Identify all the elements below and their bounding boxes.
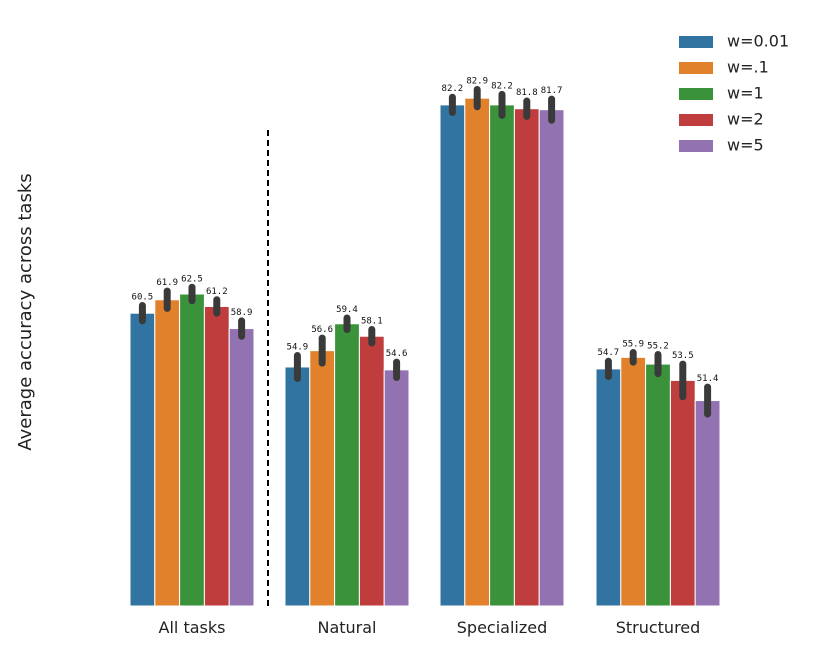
bar-all-tasks-w-0-01	[129, 312, 156, 607]
data-label: 58.9	[231, 308, 253, 318]
data-label: 53.5	[672, 351, 694, 361]
data-label: 55.9	[622, 340, 644, 350]
bar-specialized-w-5	[538, 109, 565, 607]
bar-specialized-w-1	[489, 104, 515, 607]
bar-all-tasks-w-1	[179, 293, 205, 607]
data-labels-layer: 60.561.9 62.561.2 58.9 54.956.659.458.1 54.6…	[132, 77, 719, 385]
bar-structured-w-1	[620, 356, 647, 607]
data-label: 82.2	[442, 84, 464, 94]
data-label: 58.1	[361, 317, 383, 327]
bar-structured-w-5	[694, 400, 721, 607]
bar-all-tasks-w-1	[154, 299, 181, 607]
legend-label: w=.1	[727, 58, 769, 77]
x-tick-labels: All tasks Natural Specialized Structured	[159, 618, 701, 637]
legend: w=0.01 w=.1 w=1 w=2 w=5	[679, 32, 789, 155]
bar-natural-w-5	[383, 369, 410, 607]
legend-swatch	[679, 62, 713, 74]
data-label: 59.4	[336, 305, 358, 315]
legend-swatch	[679, 140, 713, 152]
data-label: 54.9	[287, 342, 309, 352]
legend-label: w=2	[727, 110, 764, 129]
legend-label: w=0.01	[727, 32, 789, 51]
data-label: 61.9	[156, 278, 178, 288]
data-label: 54.7	[598, 348, 620, 358]
bar-specialized-w-0-01	[439, 104, 466, 607]
data-label: 60.5	[132, 293, 154, 303]
bar-structured-w-2	[669, 379, 696, 607]
data-label: 82.9	[466, 77, 488, 87]
bar-natural-w-0-01	[284, 366, 311, 607]
data-label: 54.6	[386, 349, 408, 359]
bar-structured-w-1	[645, 363, 671, 607]
data-label: 81.8	[516, 88, 538, 98]
y-axis-label: Average accuracy across tasks	[15, 173, 36, 450]
x-tick-label: Structured	[616, 618, 701, 637]
x-tick-label: All tasks	[159, 618, 226, 637]
legend-label: w=5	[727, 136, 764, 155]
x-tick-label: Specialized	[457, 618, 548, 637]
x-tick-label: Natural	[317, 618, 376, 637]
bar-natural-w-2	[358, 335, 385, 607]
bar-structured-w-0-01	[595, 368, 622, 607]
data-label: 56.6	[311, 325, 333, 335]
data-label: 61.2	[206, 287, 228, 297]
data-label: 62.5	[181, 274, 203, 284]
data-label: 81.7	[541, 86, 563, 96]
data-label: 51.4	[697, 374, 719, 384]
error-bars-layer	[138, 86, 712, 418]
bar-specialized-w-1	[464, 97, 491, 607]
legend-label: w=1	[727, 84, 764, 103]
bar-natural-w-1	[334, 323, 360, 607]
bar-all-tasks-w-2	[203, 305, 230, 607]
legend-swatch	[679, 36, 713, 48]
bar-specialized-w-2	[513, 108, 540, 607]
data-label: 55.2	[647, 341, 669, 351]
data-label: 82.2	[491, 81, 513, 91]
bars-layer	[129, 97, 721, 607]
bar-natural-w-1	[309, 350, 336, 607]
bar-all-tasks-w-5	[228, 328, 255, 607]
legend-swatch	[679, 88, 713, 100]
legend-swatch	[679, 114, 713, 126]
